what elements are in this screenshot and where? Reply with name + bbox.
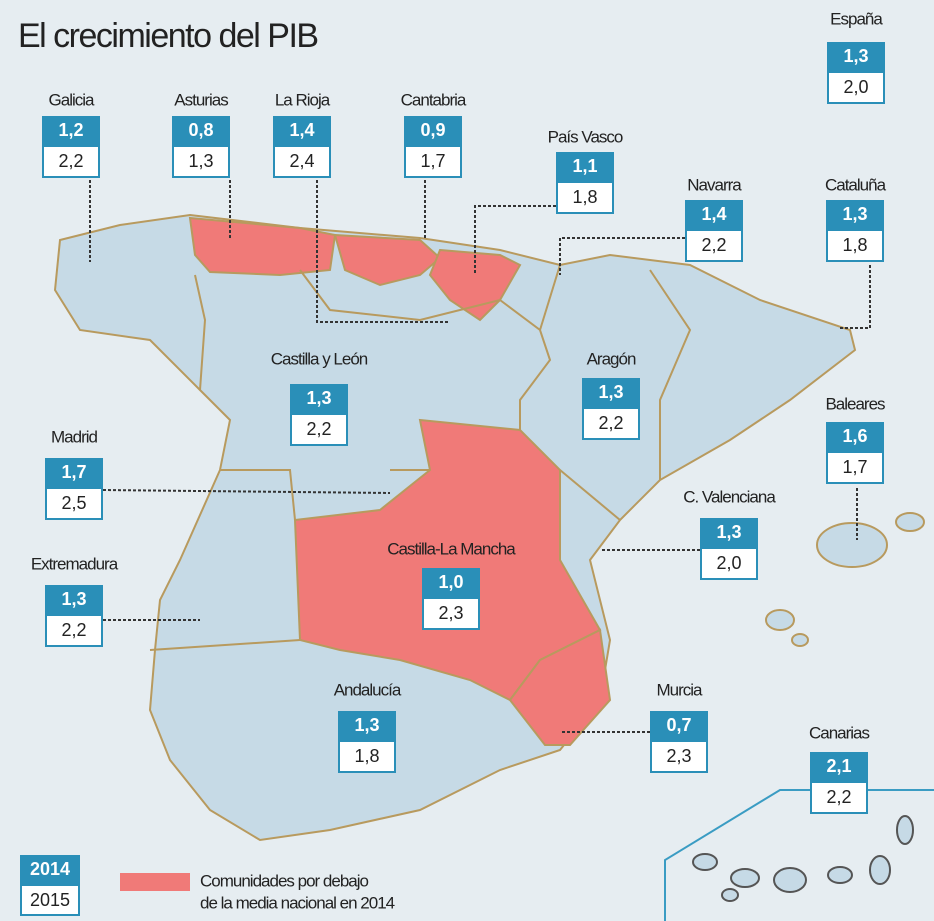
region-name: Extremadura xyxy=(31,554,119,573)
region-name: Cataluña xyxy=(825,175,887,194)
value-2014: 1,3 xyxy=(354,715,379,735)
value-2015: 2,2 xyxy=(306,419,331,439)
legend-swatch xyxy=(120,873,190,891)
value-2015: 2,5 xyxy=(61,493,86,513)
value-2015: 2,0 xyxy=(716,553,741,573)
value-2015: 2,3 xyxy=(666,746,691,766)
value-2014: 1,3 xyxy=(61,589,86,609)
value-2014: 1,3 xyxy=(842,204,867,224)
value-2015: 1,8 xyxy=(842,235,867,255)
value-2015: 1,7 xyxy=(420,151,445,171)
region-name: C. Valenciana xyxy=(683,487,776,506)
title: El crecimiento del PIB xyxy=(18,17,318,55)
map: El crecimiento del PIB xyxy=(0,0,934,921)
region-name: Castilla-La Mancha xyxy=(387,539,516,558)
value-2014: 0,8 xyxy=(188,120,213,140)
value-2014: 1,3 xyxy=(598,382,623,402)
region-name: Castilla y León xyxy=(271,349,368,368)
value-2014: 1,6 xyxy=(842,426,867,446)
value-2015: 1,7 xyxy=(842,457,867,477)
value-2014: 1,4 xyxy=(701,204,726,224)
region-name: Cantabria xyxy=(401,90,467,109)
value-2015: 2,3 xyxy=(438,603,463,623)
value-2015: 1,8 xyxy=(572,187,597,207)
value-2015: 2,2 xyxy=(598,413,623,433)
region-name: Asturias xyxy=(174,90,228,109)
value-2015: 2,2 xyxy=(826,787,851,807)
value-2015: 2,2 xyxy=(58,151,83,171)
legend-year-top: 2014 xyxy=(30,859,70,879)
region-name: España xyxy=(830,9,883,28)
value-2014: 1,3 xyxy=(306,388,331,408)
region-name: La Rioja xyxy=(275,90,331,109)
value-2014: 1,0 xyxy=(438,572,463,592)
value-2014: 1,4 xyxy=(289,120,314,140)
region-name: Galicia xyxy=(49,90,96,109)
value-2015: 1,8 xyxy=(354,746,379,766)
value-2015: 2,2 xyxy=(701,235,726,255)
value-2014: 1,7 xyxy=(61,462,86,482)
value-2015: 2,2 xyxy=(61,620,86,640)
legend-year-bottom: 2015 xyxy=(30,890,70,910)
region-name: Aragón xyxy=(587,349,636,368)
value-2014: 1,2 xyxy=(58,120,83,140)
region-name: Baleares xyxy=(825,394,885,413)
value-2014: 0,9 xyxy=(420,120,445,140)
region-name: Canarias xyxy=(809,723,870,742)
legend-label: de la media nacional en 2014 xyxy=(200,893,395,912)
region-name: Madrid xyxy=(51,427,98,446)
value-2014: 0,7 xyxy=(666,715,691,735)
value-2015: 2,4 xyxy=(289,151,314,171)
value-2015: 2,0 xyxy=(843,77,868,97)
value-2014: 1,3 xyxy=(843,46,868,66)
value-2014: 1,3 xyxy=(716,522,741,542)
value-2015: 1,3 xyxy=(188,151,213,171)
region-name: Navarra xyxy=(687,175,742,194)
region-name: Andalucía xyxy=(334,680,402,699)
region-name: País Vasco xyxy=(548,127,623,146)
value-2014: 1,1 xyxy=(572,156,597,176)
value-2014: 2,1 xyxy=(826,756,851,776)
region-name: Murcia xyxy=(656,680,703,699)
legend-label: Comunidades por debajo xyxy=(200,871,369,890)
